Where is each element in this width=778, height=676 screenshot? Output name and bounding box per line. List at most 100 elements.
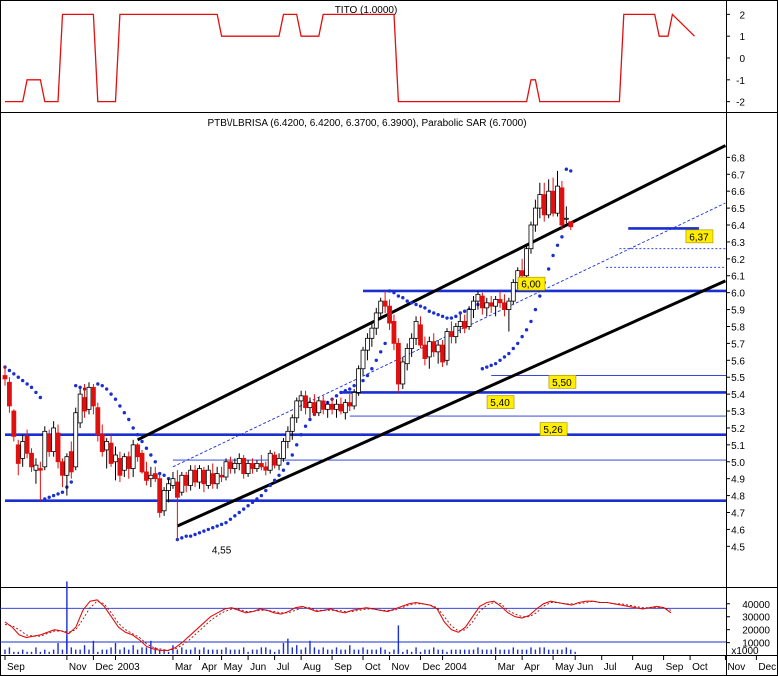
candle-body [201,469,207,485]
sar-point [489,363,493,368]
candle-body [325,403,331,410]
candle-body [409,337,415,349]
candle-body [157,478,163,513]
sar-point [401,296,405,300]
sar-point [202,529,206,533]
candle-body [347,402,353,407]
sar-point [7,368,12,373]
candle-body [342,402,348,414]
sar-point [277,473,281,477]
sar-point [193,532,197,537]
sar-point [299,433,303,437]
sar-point [272,478,277,483]
price-tick-label: 6.5 [731,204,745,215]
candle-body [289,417,295,432]
candle-body [228,461,233,469]
sar-point [365,373,370,378]
sar-point [449,316,454,320]
candle-body [130,444,136,469]
sar-point [131,426,135,430]
x-tick-label: Jun [577,662,593,673]
price-tick-label: 4.9 [731,475,745,486]
price-tick-label: 4.5 [731,542,745,553]
candle-body [33,464,39,471]
price-label-box [548,374,577,389]
candle-body [183,474,189,486]
candle-body [51,427,57,453]
candle-body [475,293,481,302]
candle-body [457,321,463,327]
tito-panel: 2 1 0 -1 -2 [5,10,745,109]
candle-body [77,393,83,424]
candle-body [506,300,512,310]
sar-point [538,294,542,298]
candle-body [126,456,132,469]
price-tick-label: 5.8 [731,322,745,333]
candle-body [307,402,313,409]
price-tick-label: 6.1 [731,272,745,283]
candle-body [519,270,525,277]
sar-point [295,443,299,447]
tito-line [5,13,695,103]
candle-body [413,321,419,339]
sar-point [524,328,529,332]
candle-body [113,454,118,463]
sar-point [140,439,144,444]
x-tick-label: Sep [7,662,25,673]
sar-point [153,460,157,464]
x-tick-label: Nov [392,662,410,673]
x-tick-label: Dec [95,662,113,673]
candle-body [435,344,441,353]
sar-point [445,316,449,320]
price-label-box [517,276,546,291]
candle-body [37,468,43,471]
candle-body [263,466,269,471]
candle-body [444,331,450,361]
sar-point [286,461,290,466]
candle-body [440,344,445,363]
candle-body [360,349,366,370]
sar-point [387,289,392,293]
candle-body [303,395,308,409]
sar-point [502,355,507,359]
x-tick-label: Nov [69,662,87,673]
price-title: PTB\/LBRISA (6.4200, 6.4200, 6.3700, 6.3… [207,118,526,129]
sar-point [458,311,462,315]
candle-body [232,463,238,469]
sar-point [308,417,312,422]
sar-point [493,361,498,366]
sar-point [259,493,264,498]
sar-point [414,302,418,307]
sar-point [60,490,65,494]
candle-body [550,190,556,214]
sar-point [405,299,409,303]
price-label-box [486,395,515,409]
candle-body [139,452,145,473]
sar-point [436,312,440,317]
osc-tick-label: 10000 [742,639,770,650]
sar-point [255,497,259,501]
sar-point [250,500,255,505]
candle-body [555,185,560,214]
sar-point [96,382,100,386]
price-tick-label: 5.0 [731,458,745,469]
signal-line [4,600,672,651]
sar-point [34,390,38,395]
sar-point [396,294,401,298]
candle-body [488,302,494,307]
candle-body [404,348,410,365]
tito-tick-label: 0 [739,54,745,65]
candle-body [245,463,251,475]
sar-point [118,404,122,408]
osc-tick-label: 40000 [742,600,770,611]
sar-point [162,473,166,477]
price-panel: 6.8 6.7 6.6 6.5 6.4 6.3 6.2 6.1 6.0 5.9 5.8 5.7 5.6 5… [2,144,745,557]
sar-point [100,383,104,388]
sar-point [246,504,250,508]
sar-point [303,424,308,428]
candle-body [148,474,154,480]
candle-body [108,442,114,464]
sar-point [29,385,34,390]
